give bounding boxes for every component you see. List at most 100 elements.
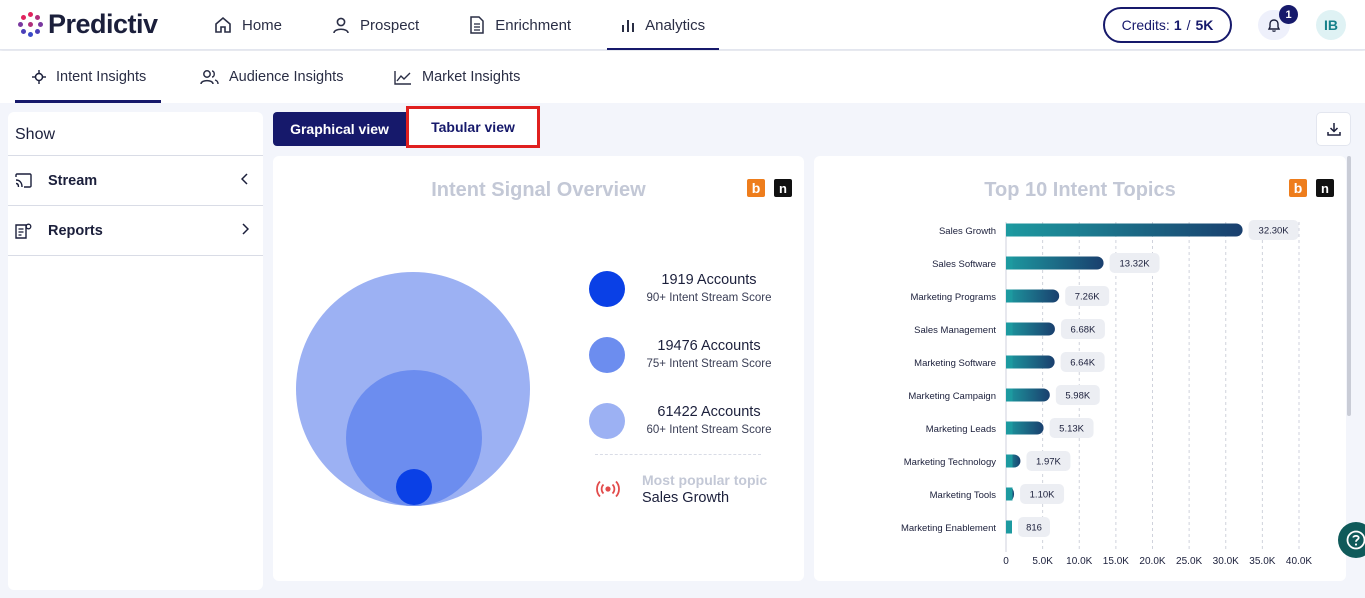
logo-mark-icon [18,11,44,38]
sidebar-item-reports[interactable]: Reports [8,206,263,256]
popular-topic-value: Sales Growth [642,490,730,506]
category-label: Marketing Tools [930,490,997,501]
x-tick-label: 25.0K [1176,556,1202,567]
target-icon [32,70,46,84]
cast-icon [15,173,32,188]
bar[interactable] [1006,322,1055,336]
bar-chart-icon [622,20,635,32]
credits-label: Credits: [1121,17,1170,33]
source-b-badge[interactable]: b [747,179,765,197]
nav-analytics-label: Analytics [645,16,706,34]
tabular-view-button[interactable]: Tabular view [406,106,540,148]
scrollbar[interactable] [1347,156,1351,416]
user-icon [333,17,349,34]
category-label: Marketing Technology [904,457,996,468]
chevron-left-icon[interactable] [241,173,249,185]
help-icon [1346,530,1365,550]
bar[interactable] [1006,289,1060,303]
nav-enrichment-label: Enrichment [495,16,572,34]
data-label: 32.30K [1259,226,1290,237]
nav-enrichment[interactable]: Enrichment [455,0,585,50]
legend-sub: 90+ Intent Stream Score [646,292,772,304]
legend-count: 19476 Accounts [657,338,761,354]
source-n-badge[interactable]: n [774,179,792,197]
bar[interactable] [1006,256,1104,270]
category-label: Marketing Enablement [901,523,996,534]
data-label: 5.98K [1065,391,1090,402]
x-tick-label: 10.0K [1066,556,1092,567]
sidebar-title: Show [8,112,263,156]
data-label: 7.26K [1075,292,1100,303]
data-label: 1.10K [1030,490,1055,501]
top-bar: Predictiv Home Prospect Enrichment Analy… [0,0,1365,50]
sidebar-item-stream[interactable]: Stream [8,156,263,206]
bubble-75-plus[interactable] [346,370,482,506]
legend-dot [589,271,625,307]
home-icon [215,16,231,33]
x-tick-label: 0 [1003,556,1009,567]
data-label-bg [1049,418,1094,438]
bar-start [1006,355,1013,369]
credits-pill[interactable]: Credits: 1 / 5K [1103,7,1232,43]
category-label: Marketing Leads [926,424,996,435]
help-button[interactable] [1338,522,1365,558]
sidebar-item-reports-label: Reports [48,222,103,239]
topics-chart-title: Top 10 Intent Topics [984,179,1176,201]
source-b-badge[interactable]: b [1289,179,1307,197]
credits-total: 5K [1195,17,1214,33]
logo-text: Predictiv [48,9,158,39]
data-label-bg [1060,319,1105,339]
sidebar-item-stream-label: Stream [48,172,98,189]
category-label: Marketing Campaign [908,391,996,402]
bubble-90-plus[interactable] [396,469,432,505]
data-label-bg [1020,484,1065,504]
main-nav: Home Prospect Enrichment Analytics [200,0,741,50]
bar[interactable] [1006,388,1050,402]
data-label-bg [1065,286,1110,306]
insights-tabs: Intent Insights Audience Insights Market… [0,51,1365,103]
bar-start [1006,520,1012,534]
data-label-bg [1060,352,1105,372]
bar-start [1006,487,1013,501]
x-tick-label: 15.0K [1103,556,1129,567]
download-icon [1326,123,1341,136]
data-label-bg [1018,517,1050,537]
x-tick-label: 30.0K [1213,556,1239,567]
chevron-right-icon[interactable] [241,223,249,235]
source-n-badge[interactable]: n [1316,179,1334,197]
tab-market-insights[interactable]: Market Insights [394,51,520,103]
intent-signal-overview-card: Intent Signal Overview b n 1919 Accounts… [273,156,804,581]
graphical-view-button[interactable]: Graphical view [273,112,406,146]
x-tick-label: 20.0K [1139,556,1165,567]
nav-analytics[interactable]: Analytics [607,0,720,50]
data-label-bg [1248,220,1299,240]
bar[interactable] [1006,421,1044,435]
bar-start [1006,388,1013,402]
broadcast-icon [596,480,620,498]
legend-sub: 75+ Intent Stream Score [646,358,772,370]
tab-market-insights-label: Market Insights [422,69,521,85]
overview-title: Intent Signal Overview [431,179,646,201]
legend-count: 1919 Accounts [661,272,757,288]
download-button[interactable] [1316,112,1351,146]
nav-home[interactable]: Home [200,0,296,50]
bar-start [1006,256,1013,270]
legend-dot [589,337,625,373]
nav-prospect[interactable]: Prospect [318,0,433,50]
category-label: Sales Software [932,259,996,270]
data-label: 5.13K [1059,424,1084,435]
tab-intent-insights-label: Intent Insights [56,69,147,85]
popular-topic-label: Most popular topic [642,472,768,488]
tab-intent-insights[interactable]: Intent Insights [15,51,161,103]
avatar[interactable]: IB [1316,10,1346,40]
users-icon [200,70,219,85]
data-label: 6.68K [1071,325,1096,336]
trend-line-icon [394,70,411,85]
tab-audience-insights[interactable]: Audience Insights [200,51,343,103]
topics-bar-chart: 0 5.0K 10.0K 15.0K 20.0K 25.0K 30.0K 35.0K 40.0K… [901,220,1312,567]
credits-separator: / [1186,17,1191,33]
app-logo[interactable]: Predictiv [18,9,158,40]
bar[interactable] [1006,355,1055,369]
bar[interactable] [1006,223,1243,237]
bar-start [1006,454,1013,468]
